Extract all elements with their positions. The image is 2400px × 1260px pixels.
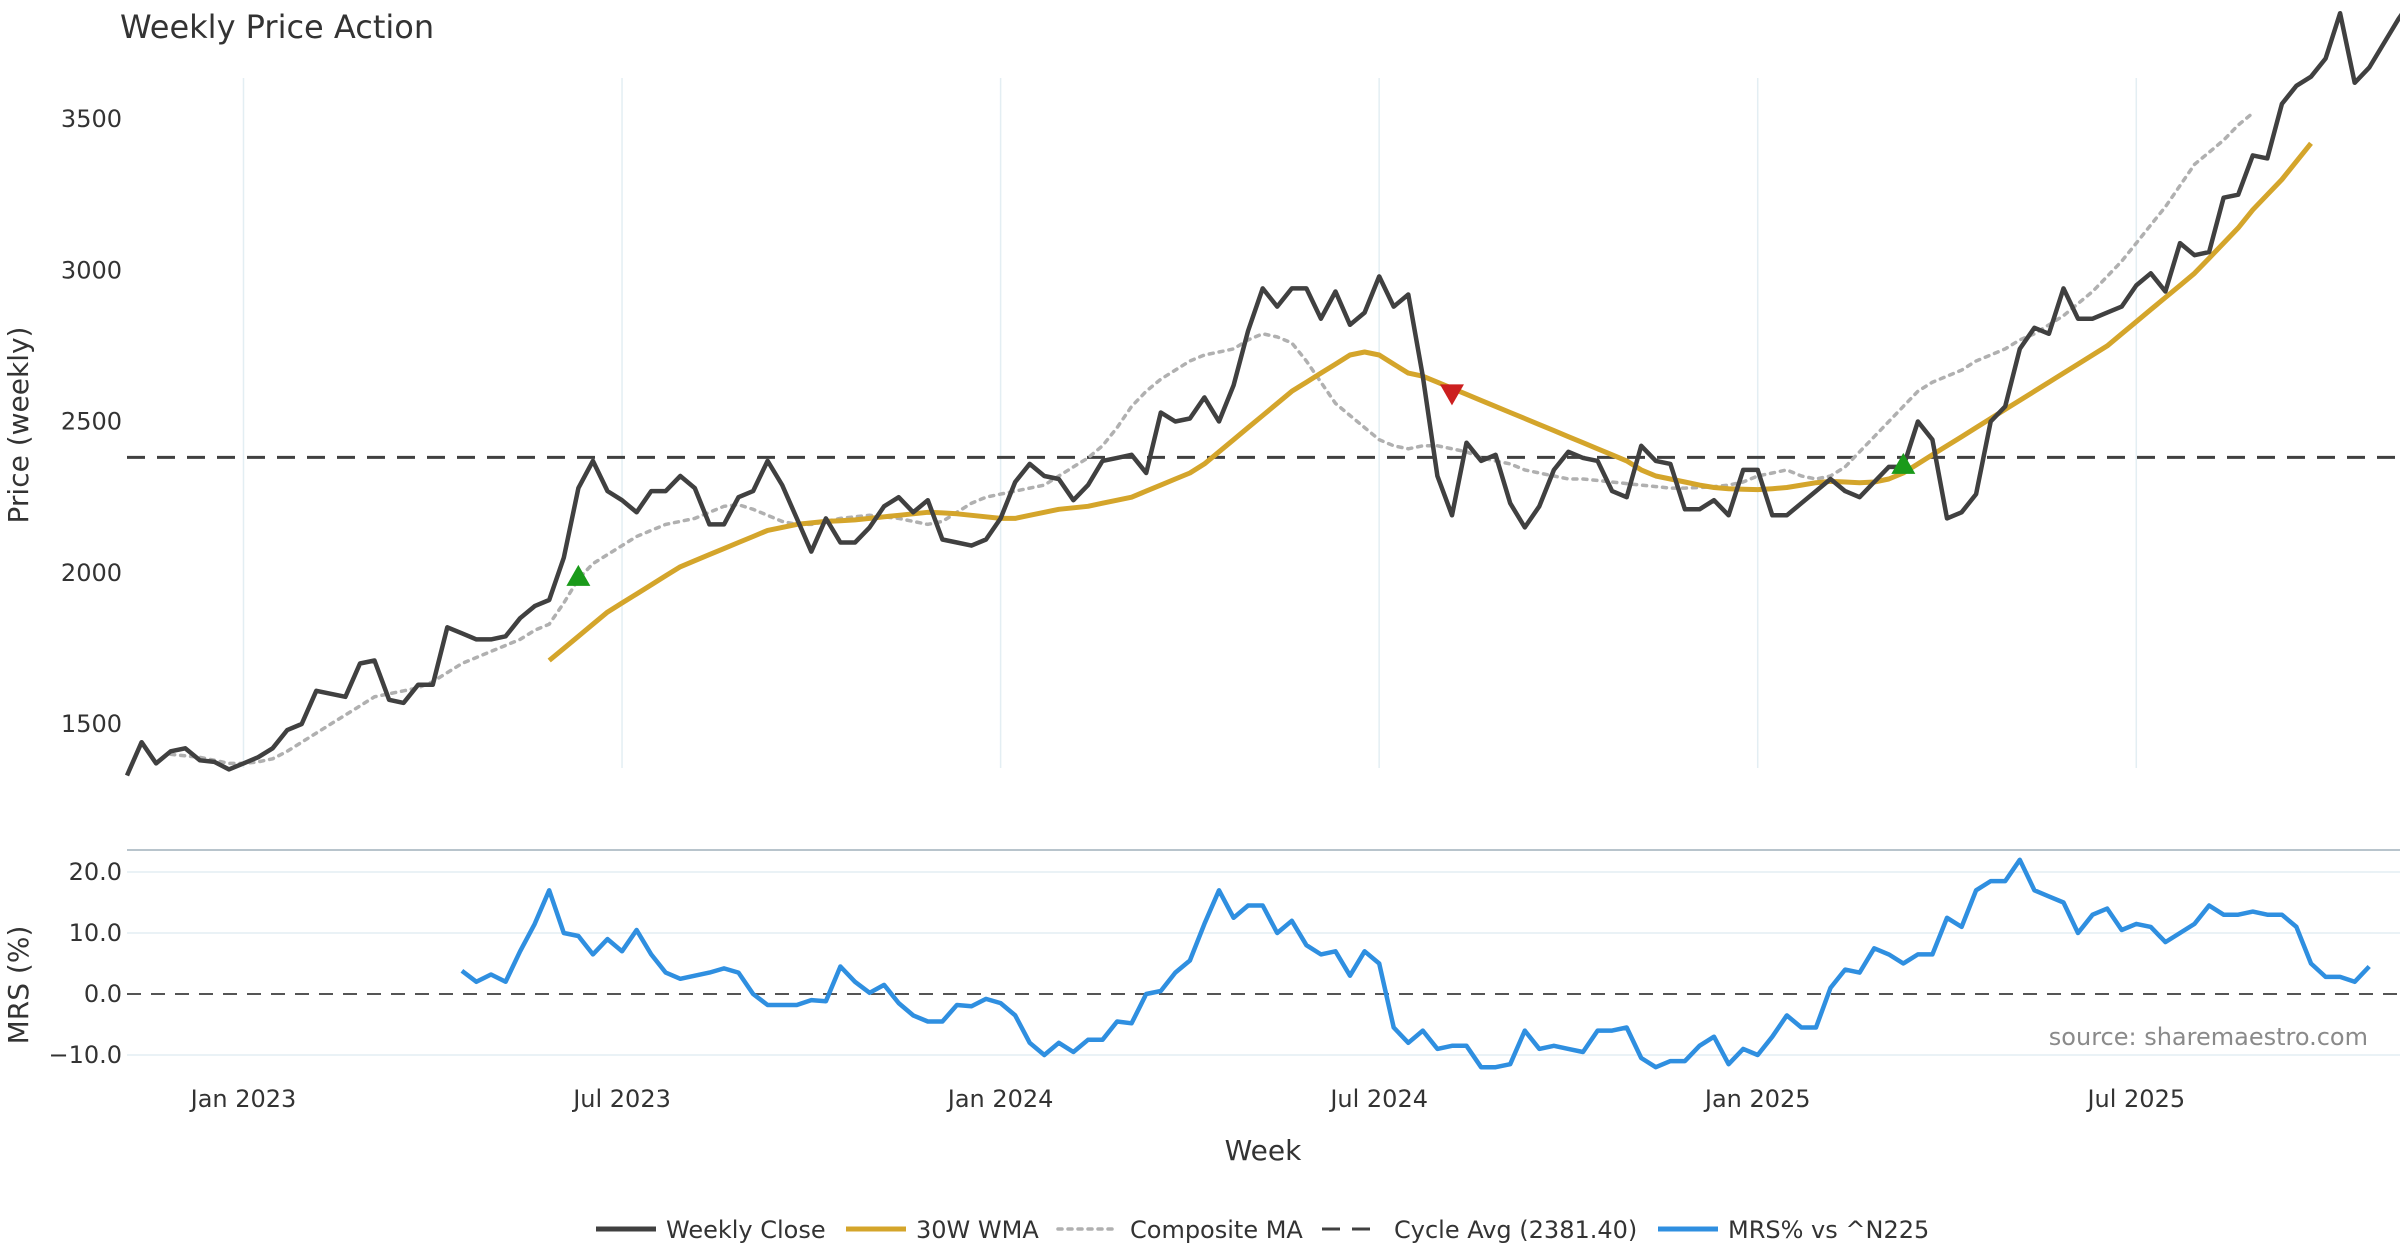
mrs-grid — [127, 871, 2400, 1056]
buy-signal-marker — [566, 564, 591, 586]
legend-label-wma: 30W WMA — [916, 1216, 1039, 1244]
price-grid — [242, 78, 2138, 768]
x-tick-label: Jan 2023 — [189, 1085, 297, 1113]
x-axis: Jan 2023 Jul 2023 Jan 2024 Jul 2024 Jan 2025… — [189, 1085, 2185, 1113]
mrs-y-tick-label: −10.0 — [48, 1041, 122, 1069]
x-tick-label: Jan 2025 — [1703, 1085, 1811, 1113]
price-y-tick-label: 2500 — [61, 408, 122, 436]
legend-label-composite-ma: Composite MA — [1130, 1216, 1303, 1244]
wma-30w-line — [547, 141, 2313, 663]
legend: Weekly Close 30W WMA Composite MA Cycle … — [596, 1216, 1929, 1244]
x-tick-label: Jan 2024 — [946, 1085, 1054, 1113]
x-tick-label: Jul 2024 — [1328, 1085, 1428, 1113]
composite-ma-line — [168, 111, 2255, 766]
price-panel: 150020002500300035004000 Price (weekly) — [2, 10, 2400, 777]
mrs-line — [460, 857, 2371, 1070]
x-tick-label: Jul 2023 — [571, 1085, 671, 1113]
mrs-y-tick-label: 20.0 — [69, 858, 122, 886]
source-annotation: source: sharemaestro.com — [2049, 1023, 2368, 1051]
sell-signal-marker — [1439, 384, 1464, 406]
chart-title: Weekly Price Action — [120, 8, 434, 46]
mrs-y-tick-label: 0.0 — [84, 980, 122, 1008]
mrs-panel: −10.0 0.0 10.0 20.0 MRS (%) source: sharema… — [2, 849, 2400, 1070]
price-y-tick-label: 1500 — [61, 710, 122, 738]
legend-label-mrs: MRS% vs ^N225 — [1728, 1216, 1929, 1244]
price-y-tick-label: 3000 — [61, 256, 122, 284]
mrs-y-axis: −10.0 0.0 10.0 20.0 — [48, 858, 122, 1069]
weekly-close-line — [124, 10, 2400, 777]
legend-label-cycle-avg: Cycle Avg (2381.40) — [1394, 1216, 1637, 1244]
price-y-axis: 150020002500300035004000 — [61, 105, 122, 738]
x-tick-label: Jul 2025 — [2085, 1085, 2185, 1113]
price-y-tick-label: 2000 — [61, 559, 122, 587]
x-axis-label: Week — [1225, 1134, 1302, 1167]
price-y-tick-label: 3500 — [61, 105, 122, 133]
signal-markers — [566, 384, 1916, 586]
buy-signal-marker — [1891, 452, 1916, 474]
legend-label-weekly-close: Weekly Close — [666, 1216, 826, 1244]
mrs-y-axis-label: MRS (%) — [2, 926, 35, 1045]
price-y-axis-label: Price (weekly) — [2, 327, 35, 524]
mrs-y-tick-label: 10.0 — [69, 919, 122, 947]
